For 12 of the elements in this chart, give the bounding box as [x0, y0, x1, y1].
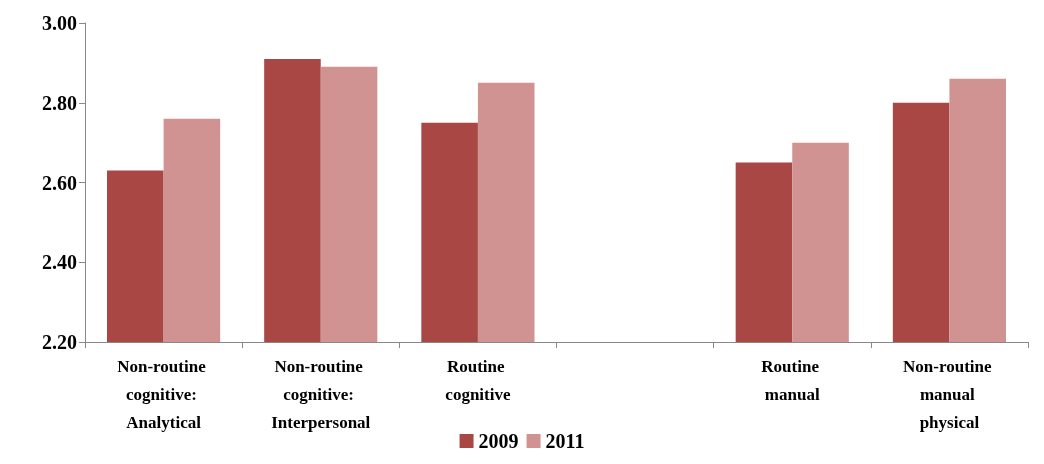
x-tick-label: Routine cognitive	[445, 356, 511, 404]
x-tick-label: Non-routine manual physical	[903, 356, 996, 432]
y-tick-label: 2.40	[42, 251, 77, 274]
y-tick-label: 2.60	[42, 171, 77, 194]
y-tick-label: 2.80	[42, 91, 77, 114]
x-tick-label: Non-routine cognitive: Analytical	[117, 356, 210, 432]
y-tick-label: 2.20	[42, 331, 77, 353]
legend-label: 2011	[545, 430, 585, 452]
x-tick-label: Routine manual	[761, 356, 824, 404]
x-tick-label: Non-routine cognitive: Interpersonal	[271, 356, 371, 432]
legend-label: 2009	[478, 430, 519, 452]
y-tick-label: 3.00	[42, 12, 77, 34]
